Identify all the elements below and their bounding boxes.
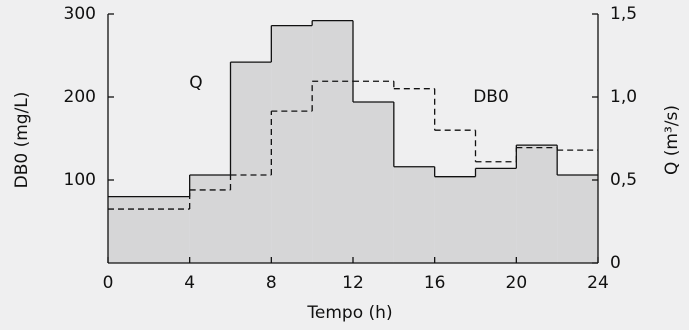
- y-tick-label: 200: [64, 87, 96, 107]
- area-step: [516, 145, 558, 263]
- y-tick-label: 100: [64, 170, 96, 190]
- y-tick-label: 300: [64, 4, 96, 24]
- x-tick-label: 0: [103, 273, 114, 293]
- x-tick-label: 24: [587, 273, 609, 293]
- area-step: [312, 20, 353, 263]
- area-step: [271, 25, 313, 264]
- series-label: Q: [189, 73, 202, 93]
- x-tick-label: 12: [342, 273, 364, 293]
- area-step: [108, 196, 190, 263]
- y2-tick-label: 0,5: [610, 170, 637, 190]
- x-axis-title: Tempo (h): [306, 303, 392, 323]
- y2-tick-label: 1,0: [610, 87, 637, 107]
- area-step: [393, 166, 435, 263]
- x-tick-label: 16: [424, 273, 446, 293]
- area-step: [557, 175, 598, 263]
- area-step: [189, 175, 231, 263]
- x-tick-label: 4: [184, 273, 195, 293]
- y2-axis-title: Q (m³/s): [662, 105, 682, 175]
- x-tick-label: 8: [266, 273, 277, 293]
- area-step: [434, 176, 476, 263]
- y2-tick-label: 1,5: [610, 4, 637, 24]
- x-tick-label: 20: [506, 273, 528, 293]
- y2-tick-label: 0: [610, 253, 621, 273]
- series-label: DB0: [473, 87, 509, 107]
- area-step: [230, 62, 272, 263]
- area-step: [475, 168, 517, 263]
- area-step: [353, 101, 394, 263]
- y-axis-title: DB0 (mg/L): [12, 92, 32, 189]
